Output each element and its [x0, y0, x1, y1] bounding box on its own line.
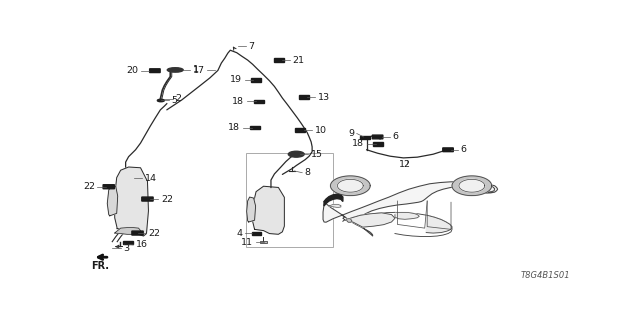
Text: 15: 15 [310, 150, 323, 159]
Polygon shape [329, 204, 341, 207]
Bar [251, 78, 261, 82]
Text: 18: 18 [232, 97, 244, 106]
Circle shape [459, 179, 484, 192]
Polygon shape [115, 228, 141, 234]
Bar [252, 231, 261, 235]
Polygon shape [426, 215, 452, 233]
FancyBboxPatch shape [142, 197, 153, 201]
Bar [275, 58, 284, 62]
Text: 6: 6 [392, 132, 398, 141]
Text: 10: 10 [315, 125, 326, 135]
Text: 9: 9 [348, 129, 355, 138]
Circle shape [337, 179, 364, 192]
Ellipse shape [157, 99, 164, 102]
Text: 12: 12 [399, 160, 411, 169]
Bar [246, 153, 333, 247]
Text: 2: 2 [176, 94, 182, 103]
Bar [372, 142, 383, 146]
Bar [295, 128, 305, 132]
Bar [260, 241, 267, 244]
Text: 8: 8 [305, 168, 310, 177]
FancyBboxPatch shape [150, 69, 160, 73]
Bar [250, 126, 260, 129]
Text: 6: 6 [460, 145, 467, 154]
Bar [253, 100, 264, 103]
Text: 20: 20 [127, 66, 138, 75]
Polygon shape [246, 197, 255, 222]
Bar [360, 136, 370, 139]
Text: 3: 3 [123, 244, 129, 253]
Circle shape [452, 176, 492, 196]
Polygon shape [395, 212, 419, 219]
Text: 4: 4 [236, 228, 242, 237]
Polygon shape [324, 194, 343, 206]
Text: 18: 18 [352, 139, 364, 148]
Text: FR.: FR. [91, 261, 109, 271]
Ellipse shape [288, 151, 304, 157]
Bar [123, 241, 132, 244]
Text: 22: 22 [161, 195, 173, 204]
Text: 14: 14 [145, 174, 157, 183]
Polygon shape [108, 185, 118, 216]
FancyBboxPatch shape [103, 185, 115, 189]
Text: 7: 7 [248, 42, 254, 51]
FancyBboxPatch shape [132, 231, 143, 235]
Polygon shape [115, 167, 148, 236]
Text: T8G4B1S01: T8G4B1S01 [520, 271, 570, 280]
Text: 13: 13 [317, 92, 330, 101]
Text: 17: 17 [193, 66, 205, 75]
Ellipse shape [167, 68, 183, 72]
Polygon shape [346, 213, 395, 227]
Polygon shape [323, 182, 498, 236]
Text: 16: 16 [136, 240, 148, 249]
Text: 18: 18 [228, 123, 240, 132]
Polygon shape [347, 219, 352, 222]
FancyBboxPatch shape [372, 135, 383, 139]
Text: 5: 5 [172, 96, 178, 105]
Text: 19: 19 [230, 75, 242, 84]
Text: 22: 22 [83, 182, 95, 191]
Polygon shape [253, 186, 284, 234]
Text: 22: 22 [148, 228, 161, 237]
Text: 11: 11 [241, 238, 253, 247]
Bar [300, 95, 309, 99]
Text: 1: 1 [193, 65, 198, 75]
FancyBboxPatch shape [443, 148, 453, 152]
Text: 21: 21 [292, 56, 305, 65]
Circle shape [330, 176, 370, 196]
